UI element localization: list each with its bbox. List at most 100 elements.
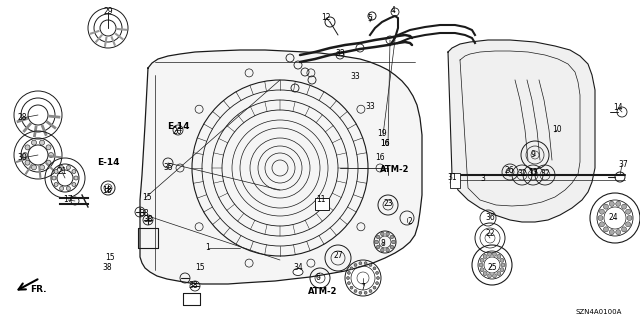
Text: 38: 38 [188,282,198,291]
Circle shape [483,272,487,276]
Text: 16: 16 [375,153,385,162]
Circle shape [67,165,70,170]
Text: 25: 25 [487,262,497,271]
Circle shape [60,165,63,170]
Text: E-14: E-14 [97,157,119,166]
Circle shape [354,263,357,267]
Circle shape [616,230,621,235]
Text: 16: 16 [380,139,390,148]
Text: 15: 15 [195,262,205,271]
Circle shape [346,276,349,279]
Circle shape [381,232,384,236]
Circle shape [390,235,394,239]
Circle shape [376,245,380,249]
Text: E-14: E-14 [167,122,189,131]
Circle shape [46,145,51,150]
Circle shape [488,252,492,256]
Circle shape [25,160,30,165]
Text: 32: 32 [517,169,527,178]
Text: ATM-2: ATM-2 [308,287,338,297]
Circle shape [376,271,379,274]
Text: 7: 7 [360,283,365,292]
Text: 32: 32 [528,169,538,178]
Circle shape [616,201,621,206]
Text: 2: 2 [408,217,412,226]
Text: 9: 9 [531,149,536,158]
Text: ATM-2: ATM-2 [380,164,410,173]
Text: 36: 36 [485,212,495,221]
Circle shape [46,160,51,165]
Circle shape [359,291,362,294]
Circle shape [60,187,63,190]
Circle shape [374,240,378,244]
Circle shape [369,263,372,267]
Circle shape [54,170,58,173]
Text: 11: 11 [316,196,326,204]
Circle shape [600,209,604,214]
Circle shape [483,254,487,258]
Text: 14: 14 [613,102,623,111]
Text: 38: 38 [139,209,149,218]
Circle shape [480,258,484,262]
Circle shape [67,187,70,190]
Circle shape [72,170,76,173]
Circle shape [350,267,353,270]
Text: 1: 1 [205,244,211,252]
Text: 38: 38 [143,215,153,225]
Circle shape [598,215,603,220]
Text: 6: 6 [316,273,321,282]
Text: 5: 5 [367,13,372,22]
Text: 20: 20 [172,126,182,135]
Circle shape [392,240,396,244]
Circle shape [31,165,36,170]
Text: 3: 3 [481,173,485,182]
Text: 17: 17 [63,195,73,204]
Circle shape [373,267,376,270]
Circle shape [497,272,501,276]
Text: 31: 31 [447,172,457,181]
Text: 8: 8 [381,238,385,247]
Text: 19: 19 [377,129,387,138]
Text: 33: 33 [350,71,360,81]
Text: 34: 34 [293,262,303,271]
Bar [315,198,329,210]
Circle shape [609,201,614,206]
Circle shape [627,215,632,220]
Circle shape [369,290,372,292]
Circle shape [386,248,389,252]
Circle shape [621,227,627,232]
Circle shape [480,268,484,272]
Circle shape [390,245,394,249]
Text: FR.: FR. [29,285,46,294]
Circle shape [40,140,45,145]
Text: 21: 21 [57,166,67,175]
Text: 23: 23 [383,198,393,207]
Circle shape [376,282,379,284]
Circle shape [22,153,28,157]
Text: 10: 10 [552,124,562,133]
Circle shape [604,204,609,209]
Circle shape [348,282,351,284]
Ellipse shape [293,268,303,276]
Circle shape [25,145,30,150]
Text: SZN4A0100A: SZN4A0100A [575,309,622,315]
Text: 12: 12 [321,12,331,21]
Circle shape [354,290,357,292]
Text: 26: 26 [504,165,514,174]
Text: 16: 16 [380,139,390,148]
Circle shape [364,291,367,294]
Text: 35: 35 [163,163,173,172]
Circle shape [621,204,627,209]
Text: 29: 29 [103,6,113,15]
Bar [450,173,460,188]
Circle shape [359,262,362,265]
Text: 38: 38 [102,263,112,273]
Text: 37: 37 [618,159,628,169]
Text: 4: 4 [390,5,396,14]
Text: 33: 33 [335,49,345,58]
Circle shape [364,262,367,265]
Circle shape [52,176,56,180]
Circle shape [625,209,630,214]
Text: 32: 32 [540,169,550,178]
Text: 15: 15 [142,193,152,202]
